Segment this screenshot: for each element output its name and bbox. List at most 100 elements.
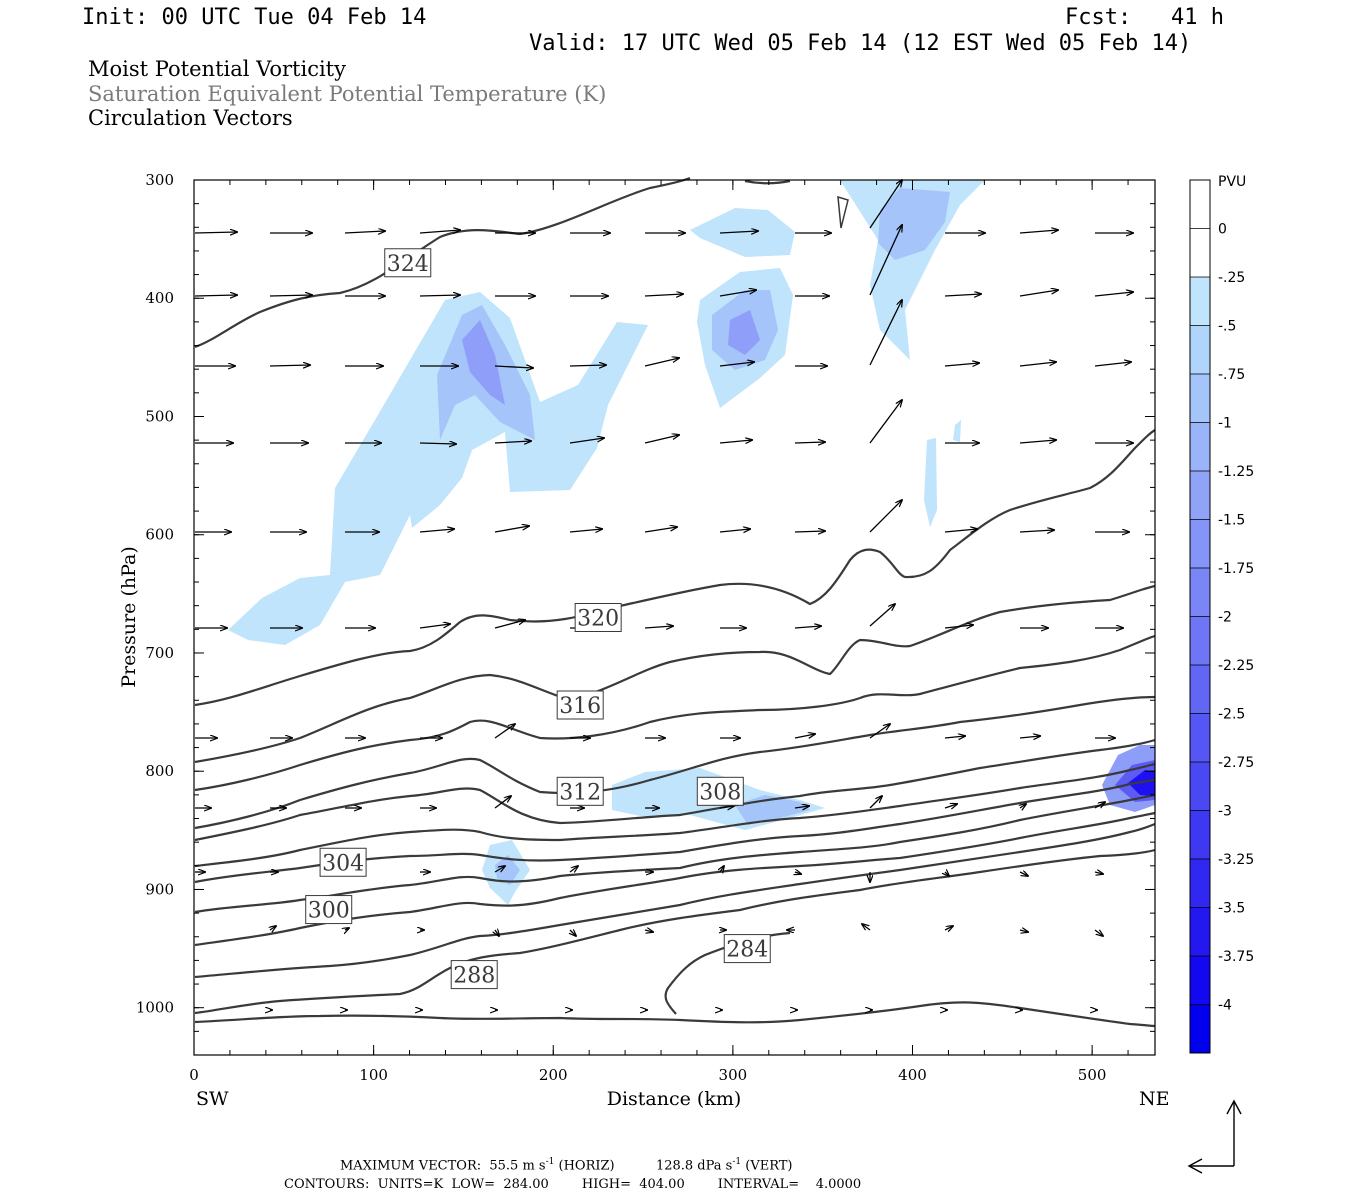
x-tick-label: 500	[1078, 1066, 1107, 1084]
vector-arrow	[345, 928, 349, 930]
colorbar-label: -1	[1218, 416, 1232, 432]
colorbar-unit: PVU	[1218, 174, 1246, 190]
contour-286	[194, 848, 1156, 1015]
field-title-mpv: Moist Potential Vorticity	[88, 57, 346, 81]
colorbar-label: -1.5	[1218, 513, 1245, 529]
vector-arrow	[419, 443, 456, 444]
vector-arrow	[494, 620, 525, 629]
vector-arrow	[944, 294, 981, 296]
vector-arrow	[719, 529, 750, 532]
x-end-label-left: SW	[196, 1088, 229, 1110]
vector-arrow	[495, 930, 499, 936]
forecast-hour: Fcst: 41 h	[1065, 5, 1224, 30]
vector-arrow	[1019, 290, 1058, 297]
x-axis-label: Distance (km)	[607, 1088, 742, 1110]
contour-296	[194, 778, 1156, 884]
vector-arrow	[269, 365, 310, 366]
vector-arrow	[570, 930, 576, 936]
contour-label-box	[319, 847, 367, 877]
y-tick-label: 700	[145, 644, 174, 662]
vector-arrow	[1019, 230, 1058, 233]
x-tick-label: 300	[719, 1066, 748, 1084]
contour-label-box	[696, 776, 744, 806]
colorbar-label: -.25	[1218, 270, 1245, 286]
contour-324-closed	[744, 179, 791, 185]
colorbar-swatch	[1190, 568, 1210, 617]
vector-arrow	[944, 625, 973, 628]
vector-arrow-updraft	[869, 300, 902, 366]
contour-288	[194, 822, 1156, 979]
vector-arrow	[270, 926, 276, 930]
y-tick-label: 600	[145, 526, 174, 544]
mpv-region-4-core	[878, 188, 950, 260]
contour-label-box	[574, 603, 622, 632]
vector-arrow	[644, 527, 677, 533]
colorbar-swatch	[1190, 762, 1210, 811]
contour-label: 284	[726, 938, 768, 963]
mpv-region-8-core	[495, 855, 520, 885]
contour-304	[194, 738, 1156, 842]
vector-arrow	[569, 529, 602, 532]
contour-label: 312	[559, 780, 601, 805]
colorbar-label: -1.75	[1218, 561, 1254, 577]
vector-arrow	[1019, 872, 1028, 876]
vector-arrow	[1094, 362, 1131, 367]
colorbar-label: -4	[1218, 998, 1232, 1014]
contour-316	[194, 584, 1156, 764]
colorbar-label: -.5	[1218, 319, 1236, 335]
axis-tick-labels: 0 100 200 300 400 500 300 400 500 600 700 800 900 100…	[136, 171, 1107, 1084]
vector-arrow	[494, 724, 515, 739]
colorbar-label: -2.75	[1218, 755, 1254, 771]
contour-label-box	[384, 248, 432, 278]
vector-arrow	[862, 924, 871, 930]
vector-arrow	[1094, 930, 1103, 936]
y-axis-label: Pressure (hPa)	[118, 546, 140, 688]
x-tick-label: 100	[359, 1066, 388, 1084]
field-title-theta-es: Saturation Equivalent Potential Temperat…	[88, 82, 607, 106]
vector-arrow-updraft	[869, 400, 902, 444]
vector-arrow	[719, 362, 754, 367]
contour-label-box	[450, 960, 498, 990]
vector-arrow	[794, 806, 809, 808]
y-tick-label: 400	[145, 289, 174, 307]
vector-arrow	[944, 736, 965, 738]
vector-arrow	[494, 796, 511, 809]
vector-arrow-updraft	[869, 500, 902, 533]
vector-arrow	[1094, 802, 1105, 809]
vector-arrow	[869, 796, 882, 809]
contour-282	[194, 1001, 1156, 1028]
contour-label: 324	[387, 252, 429, 277]
vector-arrow	[194, 232, 237, 233]
x-tick-label: 400	[898, 1066, 927, 1084]
colorbar-swatch	[1190, 519, 1210, 569]
vector-arrow	[1019, 930, 1028, 932]
reference-vector-left-head	[1187, 1158, 1203, 1174]
footer-contours: CONTOURS: UNITS=K LOW= 284.00 HIGH= 404.…	[284, 1177, 862, 1192]
colorbar-label: -3.75	[1218, 949, 1254, 965]
vector-arrow	[344, 231, 385, 233]
field-title-vectors: Circulation Vectors	[88, 106, 293, 130]
contour-label: 300	[308, 899, 350, 924]
colorbar-swatch	[1190, 277, 1210, 326]
colorbar-label: -2.25	[1218, 658, 1254, 674]
vector-arrow	[644, 294, 683, 296]
contour-label: 288	[453, 964, 495, 989]
plot-frame	[193, 179, 1156, 1056]
vector-arrow	[720, 866, 724, 872]
vector-arrow	[719, 440, 752, 443]
mpv-shading	[228, 180, 1155, 905]
contour-320	[194, 429, 1156, 707]
contour-label: 304	[322, 851, 364, 876]
vector-arrow	[944, 926, 953, 930]
vector-arrow	[194, 295, 237, 296]
vector-arrow	[419, 624, 450, 629]
x-tick-label: 0	[189, 1066, 199, 1084]
y-tick-label: 1000	[136, 999, 174, 1017]
vector-arrow	[945, 872, 949, 876]
mpv-region-4	[840, 180, 985, 360]
contour-label: 316	[559, 694, 601, 719]
colorbar: 0 -.25 -.5 -.75 -1 -1.25 -1.5 -1.75 -2 -2.25 -2.5 -…	[1189, 179, 1254, 1054]
vector-arrow	[944, 804, 957, 808]
colorbar-swatch	[1190, 956, 1210, 1005]
y-tick-label: 900	[145, 880, 174, 898]
